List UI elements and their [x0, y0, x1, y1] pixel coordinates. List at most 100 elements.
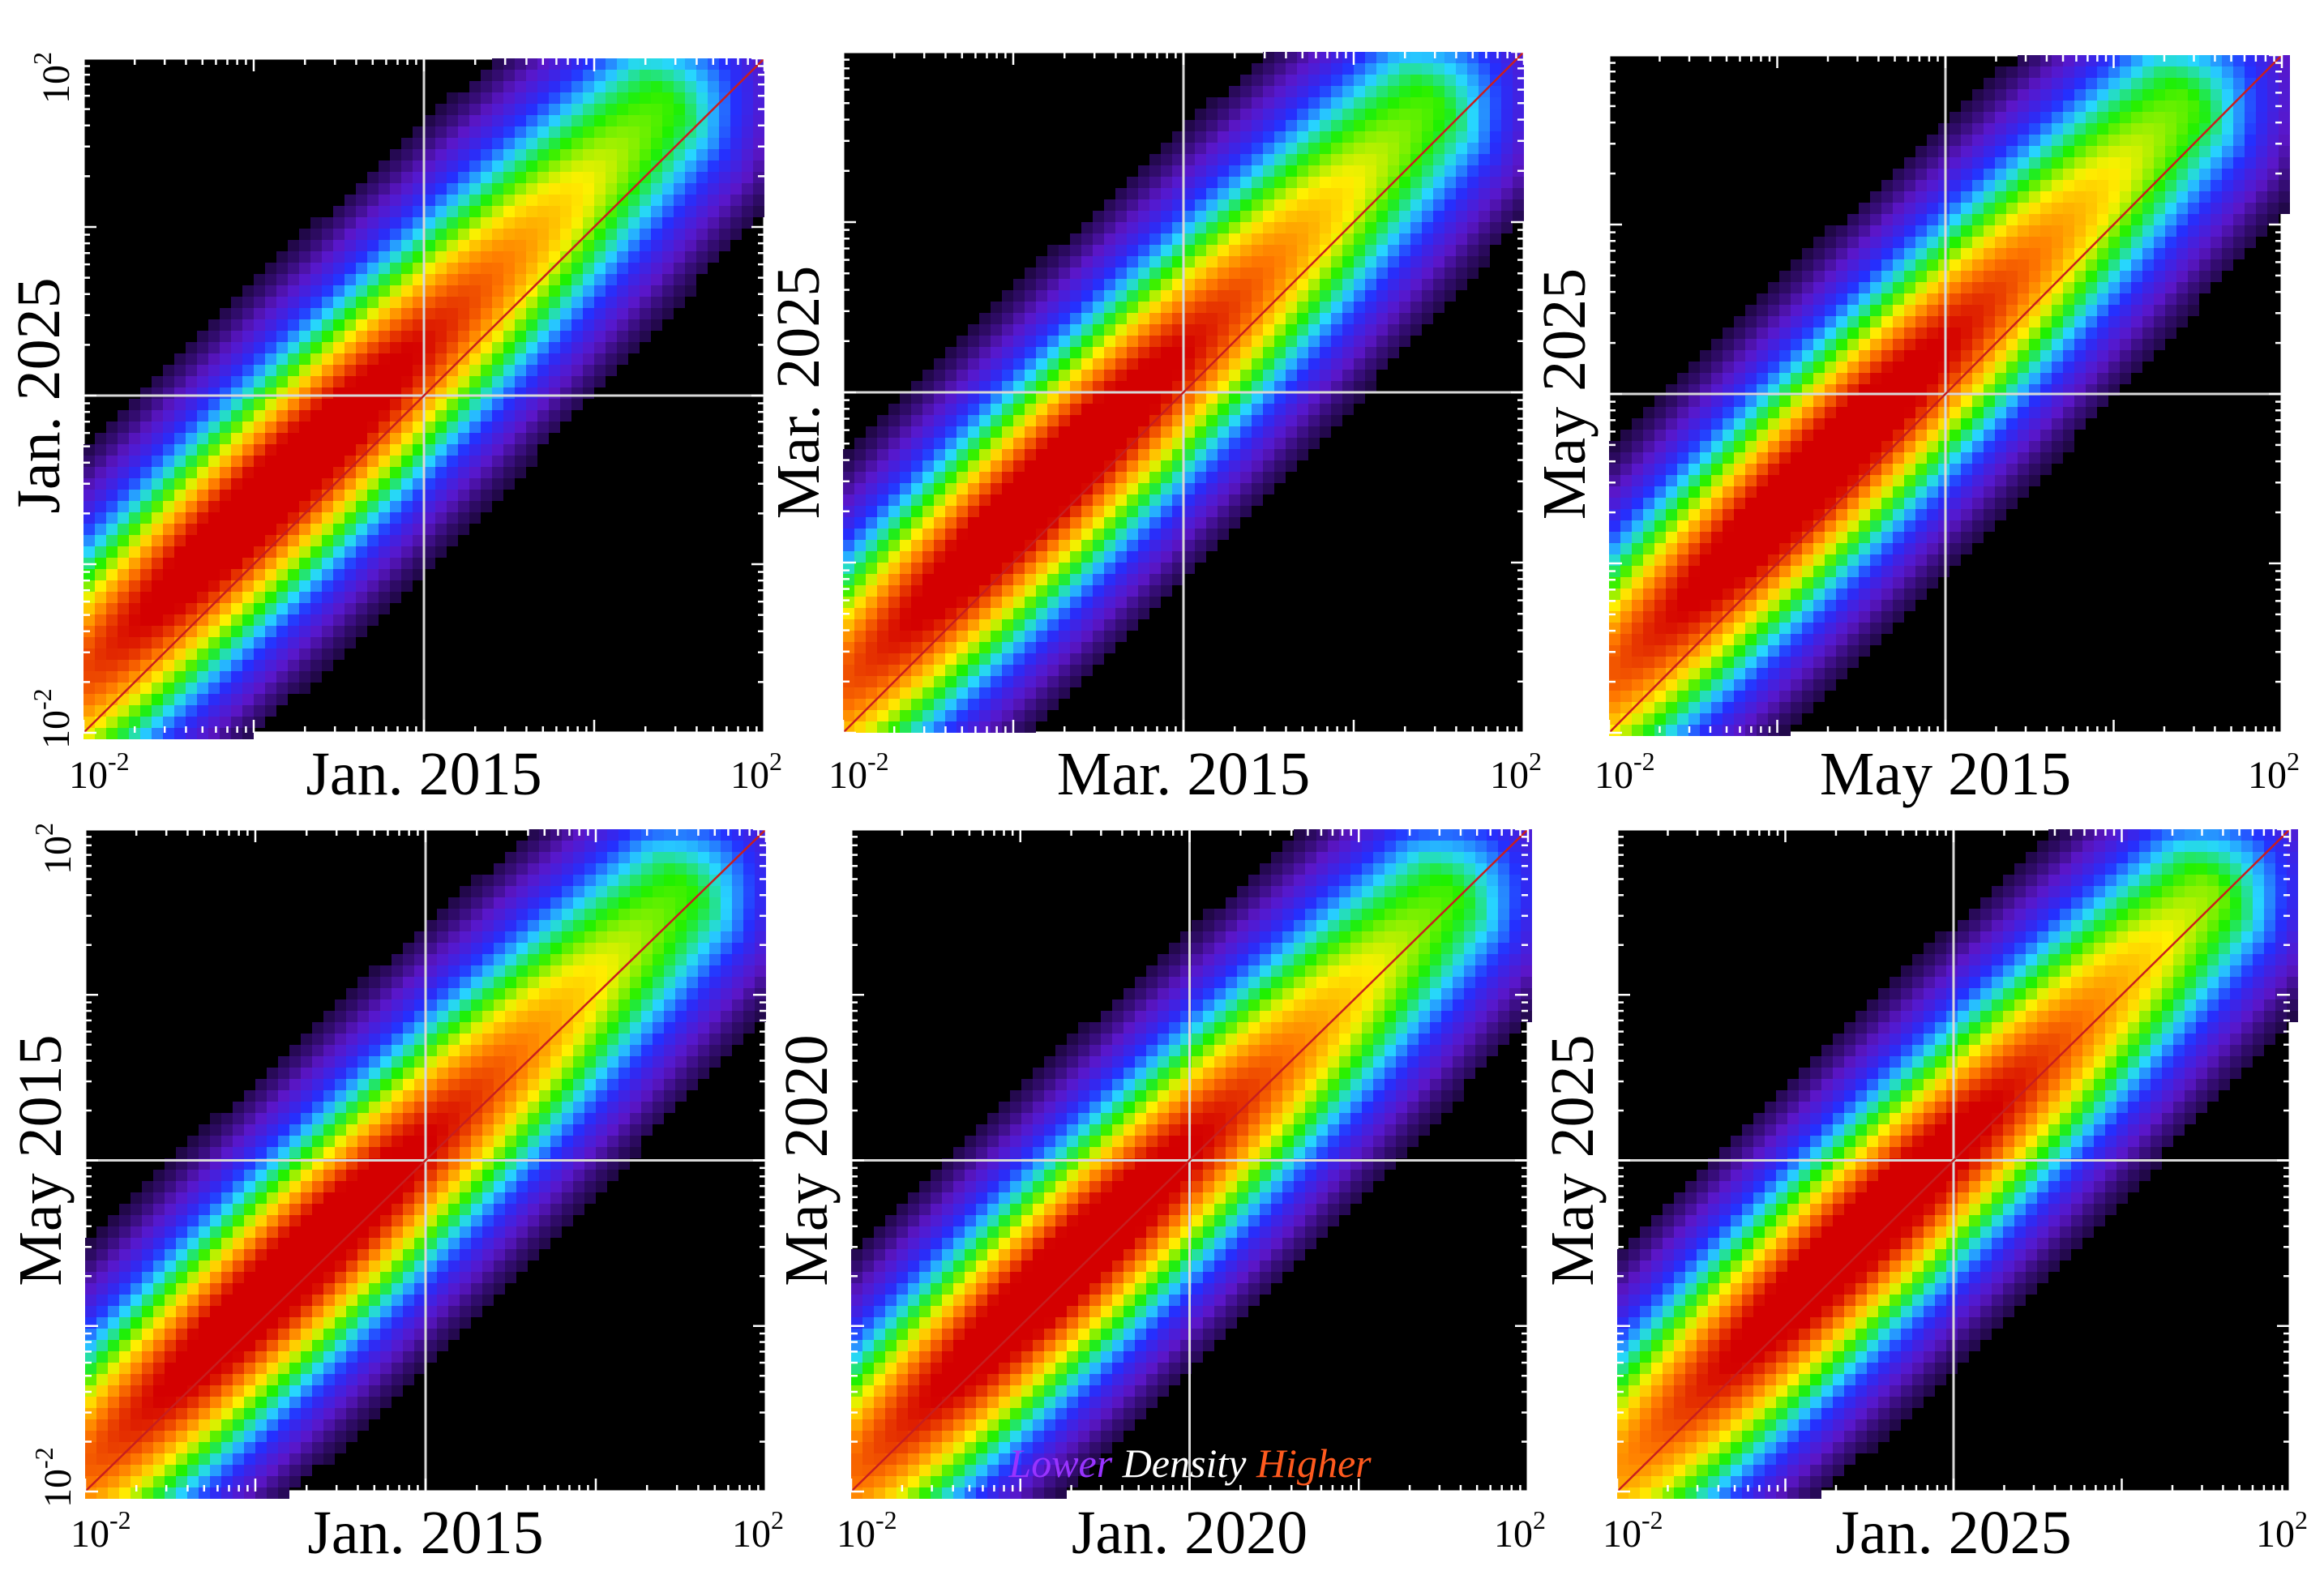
density-cell: [129, 399, 140, 410]
density-cell: [186, 524, 197, 535]
density-cell: [1422, 120, 1433, 131]
density-cell: [208, 433, 220, 444]
density-cell: [492, 433, 503, 444]
density-cell: [1149, 188, 1161, 199]
density-cell: [526, 285, 537, 297]
density-cell: [1286, 63, 1297, 75]
density-cell: [1354, 245, 1365, 256]
density-cell: [730, 70, 742, 81]
density-cell: [719, 58, 730, 70]
density-cell: [345, 387, 356, 399]
density-cell: [1308, 267, 1320, 279]
density-cell: [310, 580, 322, 592]
density-cell: [163, 717, 174, 728]
density-cell: [1218, 381, 1229, 392]
density-cell: [174, 444, 186, 456]
density-cell: [1149, 563, 1161, 574]
density-cell: [1501, 86, 1513, 97]
density-cell: [1513, 75, 1524, 86]
density-cell: [1320, 347, 1331, 358]
density-cell: [140, 478, 152, 490]
density-cell: [265, 478, 276, 490]
density-cell: [957, 358, 968, 370]
density-cell: [1081, 279, 1093, 290]
density-cell: [549, 422, 560, 433]
density-cell: [651, 149, 662, 160]
density-cell: [1700, 679, 1711, 691]
density-cell: [1047, 336, 1059, 347]
density-cell: [922, 631, 934, 642]
density-cell: [1745, 475, 1757, 486]
density-cell: [571, 353, 583, 365]
density-cell: [413, 149, 424, 160]
density-cell: [345, 399, 356, 410]
density-cell: [276, 376, 288, 387]
density-cell: [390, 490, 401, 501]
density-cell: [333, 501, 345, 512]
density-cell: [276, 263, 288, 274]
density-cell: [1609, 713, 1620, 725]
density-cell: [413, 535, 424, 546]
density-cell: [526, 240, 537, 251]
density-cell: [1467, 233, 1479, 245]
density-cell: [662, 104, 674, 115]
density-cell: [208, 365, 220, 376]
density-cell: [911, 665, 922, 676]
density-cell: [1263, 370, 1274, 381]
density-cell: [447, 512, 458, 524]
density-cell: [163, 524, 174, 535]
density-cell: [345, 603, 356, 614]
density-cell: [1081, 517, 1093, 529]
density-cell: [1218, 290, 1229, 302]
density-cell: [515, 410, 526, 422]
density-cell: [1036, 290, 1047, 302]
density-cell: [1745, 350, 1757, 362]
density-cell: [1002, 506, 1013, 517]
density-cell: [356, 592, 367, 603]
density-cell: [1836, 452, 1847, 464]
density-cell: [1643, 532, 1654, 543]
density-cell: [1104, 642, 1115, 653]
density-cell: [1836, 441, 1847, 452]
density-cell: [1013, 472, 1025, 483]
density-cell: [163, 387, 174, 399]
density-cell: [1229, 381, 1240, 392]
density-cell: [1183, 256, 1195, 267]
density-cell: [1081, 426, 1093, 438]
density-cell: [1501, 97, 1513, 109]
density-cell: [888, 460, 900, 472]
density-cell: [1331, 336, 1342, 347]
density-cell: [208, 331, 220, 342]
density-cell: [242, 365, 254, 376]
density-cell: [1002, 597, 1013, 608]
density-cell: [1081, 245, 1093, 256]
density-cell: [991, 506, 1002, 517]
density-cell: [674, 206, 685, 217]
density-cell: [1802, 498, 1813, 509]
density-cell: [1745, 679, 1757, 691]
density-cell: [674, 251, 685, 263]
density-cell: [1376, 154, 1388, 165]
density-cell: [1757, 668, 1768, 679]
density-cell: [866, 563, 877, 574]
density-cell: [1127, 177, 1138, 188]
density-cell: [276, 342, 288, 353]
density-cell: [1104, 370, 1115, 381]
density-cell: [1331, 177, 1342, 188]
density-cell: [1104, 324, 1115, 336]
density-cell: [1104, 404, 1115, 415]
density-cell: [152, 524, 163, 535]
density-cell: [458, 229, 469, 240]
density-cell: [1620, 520, 1632, 532]
density-cell: [1161, 256, 1172, 267]
density-cell: [526, 410, 537, 422]
density-cell: [435, 478, 447, 490]
density-cell: [129, 410, 140, 422]
density-cell: [492, 206, 503, 217]
density-cell: [1791, 327, 1802, 339]
density-cell: [730, 138, 742, 149]
density-cell: [1399, 177, 1410, 188]
density-cell: [1768, 679, 1779, 691]
density-cell: [1252, 131, 1263, 143]
density-cell: [220, 694, 231, 705]
